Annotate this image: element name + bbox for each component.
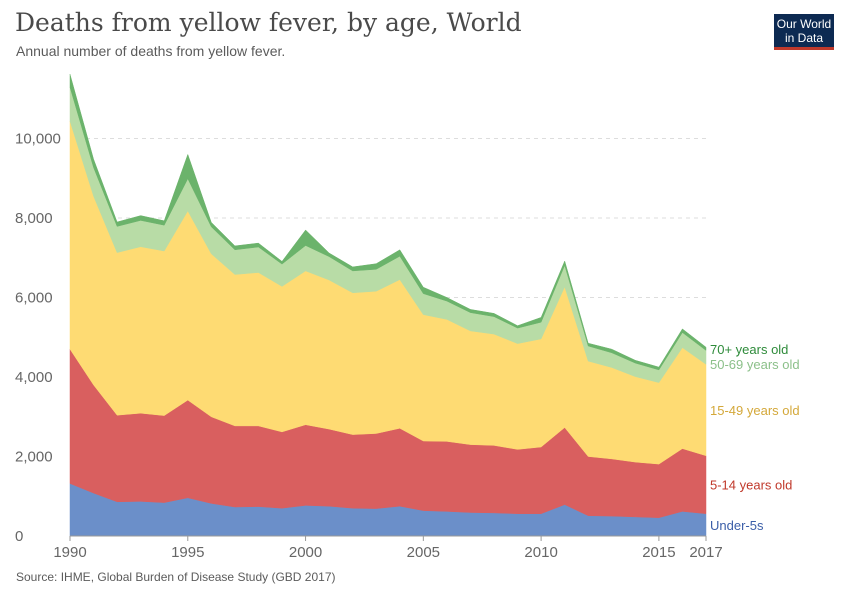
legend-label: 50-69 years old	[710, 357, 800, 372]
x-tick-label: 2015	[642, 544, 675, 561]
owid-logo[interactable]: Our World in Data	[774, 14, 834, 50]
y-tick-label: 2,000	[15, 449, 53, 466]
x-tick-label: 2010	[524, 544, 557, 561]
x-tick-label: 1990	[53, 544, 86, 561]
area-70-years-old[interactable]	[69, 74, 707, 371]
legend-label: 70+ years old	[710, 342, 788, 357]
y-tick-label: 4,000	[15, 369, 53, 386]
x-tick-label: 1995	[171, 544, 204, 561]
area-series	[69, 74, 707, 537]
x-axis: 1990 1995 2000 2005 2010 2015 2017	[53, 535, 723, 561]
y-tick-label: 8,000	[15, 210, 53, 227]
y-tick-label: 6,000	[15, 290, 53, 307]
x-tick-label: 2000	[289, 544, 322, 561]
source-note: Source: IHME, Global Burden of Disease S…	[16, 570, 336, 584]
legend-label: Under-5s	[710, 518, 764, 533]
y-axis-ticks: 0 2,000 4,000 6,000 8,000 10,000	[15, 131, 61, 545]
x-tick-label: 2017	[689, 544, 722, 561]
legend-label: 15-49 years old	[710, 403, 800, 418]
y-tick-label: 0	[15, 528, 23, 545]
chart-subtitle: Annual number of deaths from yellow feve…	[16, 43, 286, 59]
area-15-49-years-old[interactable]	[69, 121, 707, 465]
x-tick-label: 2005	[407, 544, 440, 561]
chart-title: Deaths from yellow fever, by age, World	[15, 8, 522, 37]
legend: Under-5s 5-14 years old 15-49 years old 50-…	[710, 342, 800, 533]
legend-label: 5-14 years old	[710, 478, 792, 493]
y-tick-label: 10,000	[15, 131, 61, 148]
